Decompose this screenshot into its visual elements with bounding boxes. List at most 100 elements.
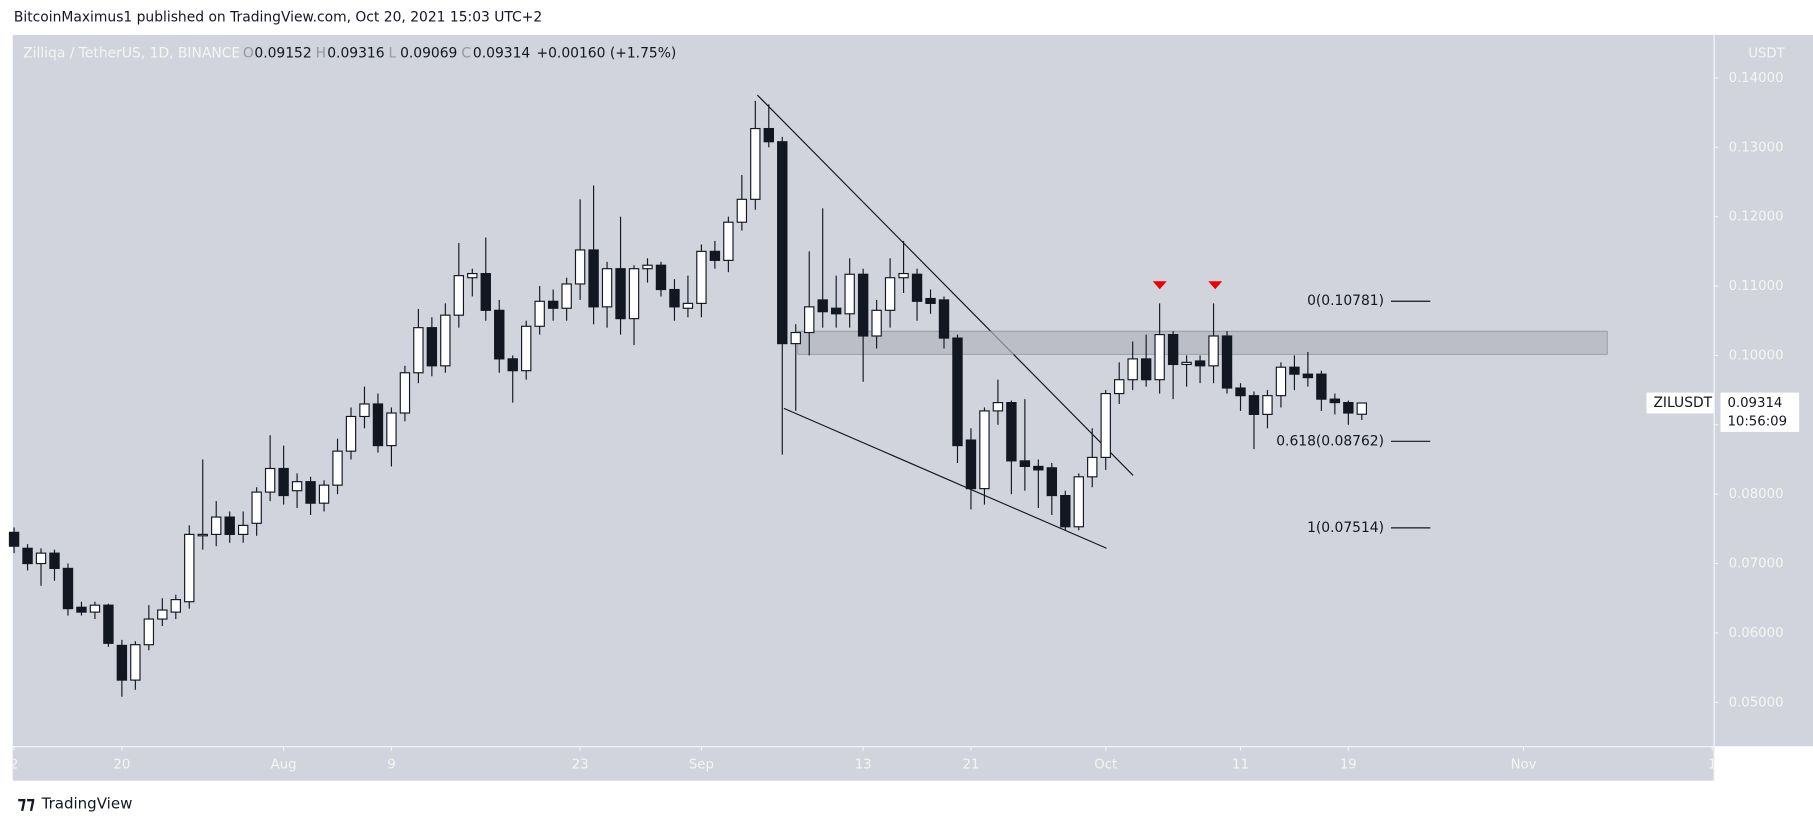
candle-body [911, 273, 923, 302]
marker-arrow [1152, 281, 1167, 290]
fib-label: 0(0.10781) [1307, 293, 1384, 309]
price-tag-box [1720, 392, 1800, 432]
candle-body [1343, 402, 1354, 414]
plot-area [12, 34, 1714, 746]
candle-body [305, 481, 316, 504]
candle-body [35, 552, 47, 565]
y-tick-label: 0.10000 [1729, 348, 1784, 363]
candle-body [844, 273, 855, 315]
candle-body [413, 327, 424, 374]
ohlc-change: +0.00160 (+1.75%) [537, 45, 677, 61]
candle-body [467, 272, 478, 279]
candle-body [628, 268, 640, 320]
x-tick-label: Sep [689, 758, 714, 773]
x-tick-label: Nov [1511, 758, 1537, 773]
candle-body [440, 314, 451, 367]
candle-body [1356, 402, 1368, 415]
x-tick-label: Oct [1094, 758, 1117, 773]
trendline [783, 407, 1107, 549]
x-tick-label: 2 [10, 758, 18, 773]
y-tick-label: 0.06000 [1729, 626, 1784, 641]
candle-body [237, 524, 249, 535]
candle-body [1221, 335, 1233, 389]
ohlc-key: H [316, 45, 326, 61]
candle-body [925, 297, 936, 304]
time-axis [12, 747, 1714, 781]
candle-body [211, 516, 222, 535]
candle-body [830, 307, 842, 315]
candle-body [763, 127, 775, 143]
candle-body [1140, 358, 1152, 381]
candle-body [1181, 361, 1192, 366]
candle-body [8, 531, 20, 547]
candle-body [750, 127, 761, 200]
price-tag-countdown: 10:56:09 [1727, 415, 1787, 430]
candle-body [898, 272, 909, 279]
fib-label: 0.618(0.08762) [1276, 433, 1384, 449]
candle-body [992, 402, 1004, 412]
candle-body [1127, 358, 1138, 381]
published-line: BitcoinMaximus1 published on TradingView… [14, 10, 542, 26]
y-tick-label: 0.05000 [1729, 695, 1784, 710]
candle-body [1194, 360, 1206, 367]
logo-mark: ⁊⁊ [17, 794, 35, 814]
candle-body [642, 264, 653, 270]
candle-body [1033, 465, 1044, 471]
trendline [756, 94, 1134, 476]
candle-body [1154, 334, 1165, 381]
candle-body [264, 467, 276, 493]
candle-body [1006, 402, 1017, 462]
candle-body [561, 283, 572, 309]
symbol-title: Zilliqa / TetherUS, 1D, BINANCE [23, 45, 240, 61]
candle-body [318, 484, 330, 504]
candle-body [1235, 387, 1246, 397]
candle-body [1087, 456, 1098, 478]
price-tag-price: 0.09314 [1727, 396, 1782, 411]
candle-body [170, 599, 181, 613]
candle-body [655, 264, 667, 291]
candle-body [952, 337, 963, 447]
candle-body [278, 467, 289, 497]
brand: TradingView [41, 794, 133, 812]
candle-body [197, 533, 208, 537]
candle-body [1275, 366, 1287, 397]
y-tick-label: 0.14000 [1729, 71, 1784, 86]
candle-body [601, 268, 613, 308]
candle-body [938, 299, 950, 339]
ohlc-value: 0.09152 [254, 45, 311, 61]
x-tick-label: 19 [1340, 758, 1357, 773]
candle-body [103, 604, 114, 644]
candle-body [521, 325, 532, 372]
candle-body [426, 327, 438, 367]
ohlc-key: C [461, 45, 471, 61]
candle-body [1329, 398, 1341, 404]
candle-body [1073, 476, 1084, 528]
candle-body [817, 299, 828, 313]
candle-body [965, 439, 977, 490]
candle-body [709, 250, 721, 261]
ohlc-key: L [389, 45, 397, 61]
candle-body [359, 403, 370, 418]
candle-body [345, 415, 357, 452]
candle-body [723, 221, 734, 261]
price-axis [1714, 34, 1813, 746]
candle-body [76, 606, 87, 613]
candle-body [399, 372, 411, 414]
candle-body [669, 288, 680, 308]
ohlc-value: 0.09316 [327, 45, 384, 61]
candle-body [507, 358, 518, 372]
candle-body [143, 618, 155, 646]
candle-body [453, 275, 465, 316]
candle-body [1302, 373, 1314, 379]
ohlc-value: 0.09069 [400, 45, 457, 61]
candle-body [682, 302, 694, 309]
candle-body [574, 249, 586, 285]
candle-body [696, 250, 707, 304]
candle-body [89, 604, 101, 613]
candle-body [332, 450, 343, 486]
candle-body [884, 277, 896, 311]
x-tick-label: 13 [855, 758, 872, 773]
x-tick-label: 21 [963, 758, 980, 773]
x-tick-label: Aug [271, 758, 297, 773]
candle-body [49, 552, 60, 569]
